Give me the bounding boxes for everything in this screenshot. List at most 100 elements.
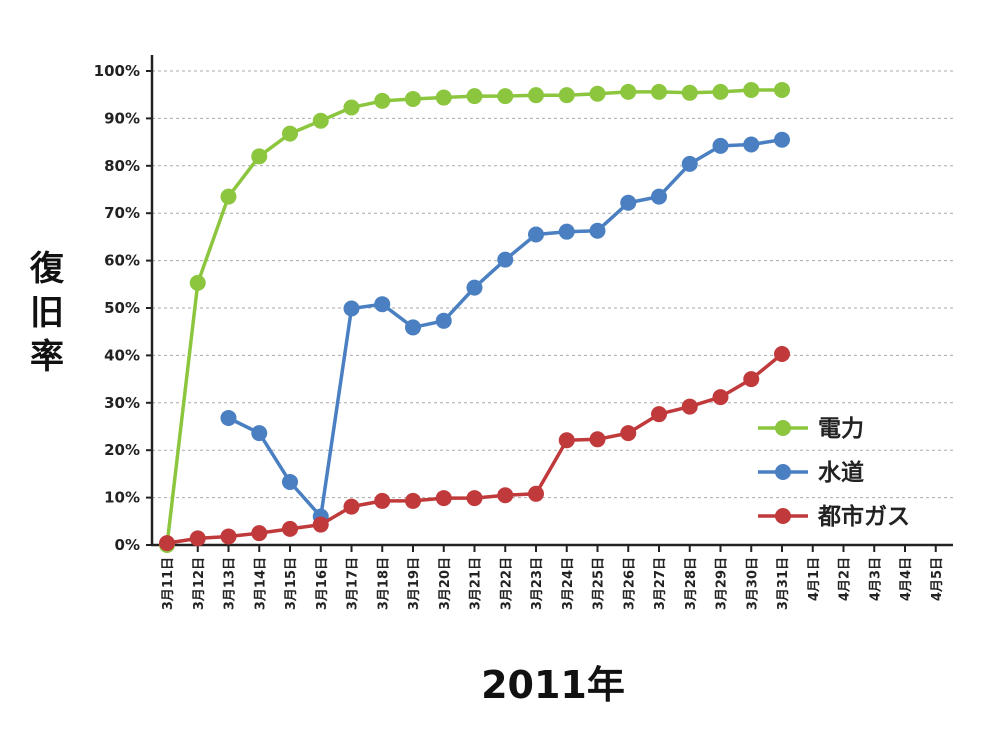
axis-labels: 復旧率 2011年: [29, 249, 625, 707]
data-point: [343, 300, 360, 317]
data-point: [282, 520, 298, 537]
x-tick-label: 3月18日: [376, 557, 391, 610]
data-point: [774, 345, 790, 362]
y-tick-label: 80%: [104, 157, 140, 175]
x-tick-label: 3月24日: [561, 557, 576, 610]
x-tick-label: 3月22日: [499, 557, 514, 610]
data-point: [282, 473, 298, 490]
x-tick-label: 3月28日: [684, 557, 699, 610]
data-point: [712, 137, 729, 154]
data-point: [558, 432, 575, 449]
x-axis-label: 2011年: [481, 663, 625, 707]
data-point: [466, 88, 483, 105]
x-tick-label: 3月30日: [745, 557, 760, 610]
data-point: [220, 409, 237, 426]
data-point: [435, 89, 452, 106]
x-tick-label: 3月12日: [192, 557, 207, 610]
x-tick-label: 4月1日: [807, 557, 822, 601]
y-tick-label: 0%: [115, 536, 140, 554]
data-point: [497, 88, 514, 105]
data-point: [159, 535, 175, 552]
data-point: [712, 83, 729, 100]
data-point: [774, 81, 790, 98]
legend-marker: [775, 464, 791, 480]
data-point: [251, 525, 268, 542]
data-point: [651, 188, 667, 205]
data-point: [220, 528, 237, 545]
y-axis-label-char: 旧: [30, 293, 64, 333]
data-point: [558, 223, 575, 240]
data-point: [282, 125, 298, 142]
data-point: [681, 84, 698, 101]
y-axis-label-char: 率: [30, 337, 64, 377]
x-tick-label: 4月5日: [930, 557, 945, 601]
data-series: [159, 81, 790, 553]
data-point: [251, 425, 268, 442]
y-tick-label: 70%: [104, 204, 140, 222]
x-tick-label: 3月20日: [438, 557, 453, 610]
legend-label: 水道: [818, 459, 864, 486]
data-point: [681, 398, 698, 415]
y-tick-label: 10%: [104, 489, 140, 507]
x-tick-label: 3月23日: [530, 557, 545, 610]
data-point: [589, 431, 606, 448]
data-point: [497, 251, 514, 268]
data-point: [405, 319, 421, 336]
y-tick-label: 30%: [104, 394, 140, 412]
data-point: [712, 389, 729, 406]
legend-marker: [775, 508, 791, 524]
series-line: [166, 352, 784, 545]
y-tick-label: 100%: [94, 62, 140, 80]
x-tick-label: 3月17日: [346, 557, 361, 610]
x-tick-label: 3月25日: [592, 557, 607, 610]
data-point: [312, 516, 329, 533]
x-tick-label: 3月11日: [161, 557, 176, 610]
y-axis-label-char: 復: [29, 249, 65, 289]
x-tick-label: 3月21日: [469, 557, 484, 610]
x-tick-label: 4月4日: [899, 557, 914, 601]
y-tick-label: 60%: [104, 252, 140, 270]
data-point: [589, 85, 606, 102]
data-point: [374, 492, 391, 509]
y-tick-label: 20%: [104, 441, 140, 459]
data-point: [435, 312, 452, 329]
data-point: [251, 148, 268, 165]
y-tick-label: 40%: [104, 346, 140, 364]
y-tick-label: 90%: [104, 109, 140, 127]
data-point: [774, 131, 790, 148]
x-tick-label: 4月2日: [838, 557, 853, 601]
data-point: [405, 492, 421, 509]
data-point: [189, 530, 206, 547]
data-point: [681, 155, 698, 172]
data-point: [374, 296, 391, 313]
x-tick-label: 3月27日: [653, 557, 668, 610]
data-point: [497, 487, 514, 504]
data-point: [435, 490, 452, 507]
data-point: [743, 136, 760, 153]
data-point: [651, 83, 667, 100]
data-point: [343, 99, 360, 116]
axes: [150, 55, 953, 547]
data-point: [620, 425, 637, 442]
y-tick-label: 50%: [104, 299, 140, 317]
x-tick-label: 3月16日: [315, 557, 330, 610]
grid-lines: [152, 70, 953, 499]
data-point: [620, 194, 637, 211]
data-point: [558, 87, 575, 104]
legend-marker: [775, 420, 791, 436]
data-point: [374, 92, 391, 109]
data-point: [528, 87, 544, 104]
data-point: [343, 498, 360, 515]
x-tick-label: 3月19日: [407, 557, 422, 610]
data-point: [743, 371, 760, 388]
data-point: [405, 90, 421, 107]
legend-label: 電力: [818, 416, 864, 442]
x-axis-ticks: 3月11日 3月12日 3月13日 3月14日 3月15日 3月16日 3月17日 3月18日…: [161, 545, 945, 610]
data-point: [466, 490, 483, 507]
legend-label: 都市ガス: [817, 503, 910, 530]
data-point: [620, 83, 637, 100]
data-point: [528, 485, 544, 502]
x-tick-label: 3月31日: [776, 557, 791, 610]
